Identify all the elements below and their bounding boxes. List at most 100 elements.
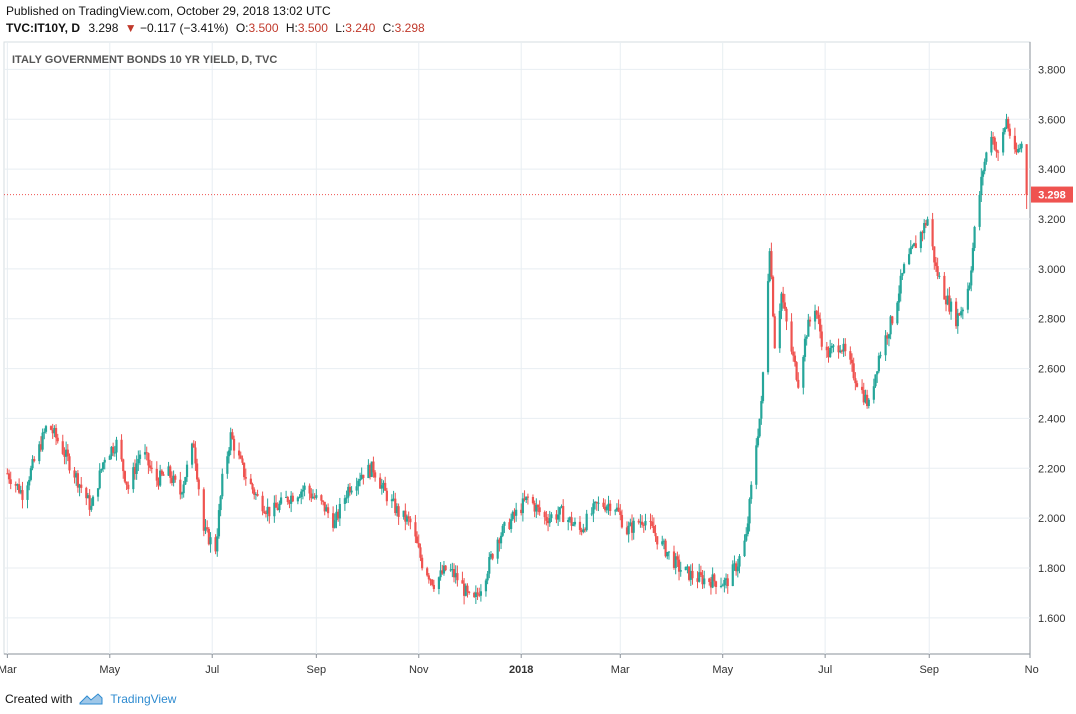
candle-body bbox=[770, 251, 773, 277]
candle-body bbox=[535, 505, 538, 512]
candle-body bbox=[521, 498, 524, 514]
candle-body bbox=[666, 551, 669, 557]
candle-body bbox=[19, 490, 22, 493]
candle-body bbox=[807, 319, 810, 337]
candle-body bbox=[538, 507, 541, 513]
candle-body bbox=[550, 514, 553, 519]
candle-body bbox=[793, 355, 797, 363]
candle-body bbox=[345, 497, 348, 499]
candle-body bbox=[321, 500, 325, 502]
candle-body bbox=[642, 524, 645, 526]
candle-body bbox=[664, 540, 667, 557]
candle-body bbox=[866, 394, 869, 406]
candle-body bbox=[829, 347, 832, 358]
candle-body bbox=[782, 293, 785, 303]
plot-frame bbox=[3, 41, 1031, 655]
candle-body bbox=[731, 564, 734, 587]
candle-body bbox=[274, 502, 278, 508]
candle-body bbox=[1005, 118, 1008, 128]
candle-body bbox=[533, 503, 536, 512]
close-label: C: bbox=[382, 21, 395, 35]
candle-body bbox=[676, 556, 679, 560]
created-with-label: Created with bbox=[5, 692, 73, 706]
candle-body bbox=[674, 556, 677, 568]
candle-body bbox=[919, 232, 922, 249]
candle-body bbox=[832, 345, 835, 347]
candle-body bbox=[755, 445, 758, 485]
candle-body bbox=[474, 592, 477, 597]
candle-body bbox=[145, 452, 148, 454]
candle-body bbox=[649, 520, 652, 522]
candle-body bbox=[766, 281, 770, 373]
candle-body bbox=[419, 547, 422, 558]
candle-body bbox=[54, 427, 58, 438]
candle-body bbox=[256, 494, 259, 496]
candle-body bbox=[219, 496, 222, 511]
candle-body bbox=[686, 566, 689, 568]
candle-body bbox=[56, 437, 59, 442]
candle-body bbox=[958, 313, 961, 316]
y-tick-label: 3.200 bbox=[1038, 214, 1066, 226]
candle-body bbox=[417, 543, 420, 548]
candle-body bbox=[701, 575, 704, 585]
candle-body bbox=[332, 513, 335, 528]
candle-body bbox=[194, 447, 197, 464]
candle-body bbox=[699, 572, 702, 576]
candle-body bbox=[221, 473, 224, 497]
candle-body bbox=[520, 509, 523, 514]
candle-body bbox=[1013, 135, 1016, 150]
candle-body bbox=[745, 533, 748, 541]
candle-body bbox=[310, 493, 313, 499]
candle-body bbox=[968, 285, 971, 289]
candle-body bbox=[384, 482, 387, 491]
candle-body bbox=[560, 506, 563, 508]
candle-body bbox=[80, 484, 83, 488]
candle-body bbox=[889, 316, 892, 335]
candle-body bbox=[291, 495, 294, 502]
candle-body bbox=[615, 507, 619, 511]
candle-body bbox=[397, 506, 400, 517]
candle-body bbox=[273, 502, 276, 517]
candle-body bbox=[689, 570, 692, 580]
candle-body bbox=[970, 270, 973, 286]
candle-body bbox=[844, 343, 847, 352]
candle-body bbox=[133, 467, 137, 474]
tradingview-brand[interactable]: TradingView bbox=[110, 692, 177, 706]
candle-body bbox=[536, 505, 540, 508]
candle-body bbox=[33, 459, 36, 462]
y-tick-label: 2.200 bbox=[1038, 463, 1066, 475]
candle-body bbox=[98, 470, 101, 489]
candle-body bbox=[286, 496, 289, 503]
y-tick-label: 3.400 bbox=[1038, 164, 1066, 176]
candle-body bbox=[743, 540, 746, 557]
tradingview-logo-icon bbox=[79, 693, 103, 705]
candle-body bbox=[263, 511, 266, 514]
candle-body bbox=[28, 479, 31, 486]
candle-body bbox=[382, 482, 385, 486]
candle-body bbox=[709, 581, 713, 588]
candle-body bbox=[1018, 148, 1022, 150]
candle-body bbox=[414, 522, 417, 537]
candle-body bbox=[268, 506, 271, 517]
candle-body bbox=[756, 436, 760, 446]
candle-body bbox=[901, 273, 904, 276]
candle-body bbox=[335, 511, 338, 521]
candle-body bbox=[1015, 149, 1018, 153]
candle-body bbox=[123, 471, 127, 482]
x-tick-label: Mar bbox=[611, 664, 630, 676]
candle-body bbox=[797, 379, 800, 388]
candle-body bbox=[879, 355, 882, 357]
candle-body bbox=[840, 350, 844, 352]
candle-body bbox=[515, 509, 518, 516]
candle-body bbox=[395, 506, 399, 514]
last-price-tag: 3.298 bbox=[1031, 186, 1073, 203]
y-tick-label: 2.000 bbox=[1038, 513, 1066, 525]
candle-body bbox=[241, 458, 244, 463]
candle-body bbox=[209, 537, 212, 545]
candle-body bbox=[266, 506, 269, 514]
candle-body bbox=[362, 474, 365, 479]
candle-body bbox=[985, 152, 988, 162]
candle-body bbox=[298, 497, 301, 499]
candle-body bbox=[227, 450, 231, 457]
